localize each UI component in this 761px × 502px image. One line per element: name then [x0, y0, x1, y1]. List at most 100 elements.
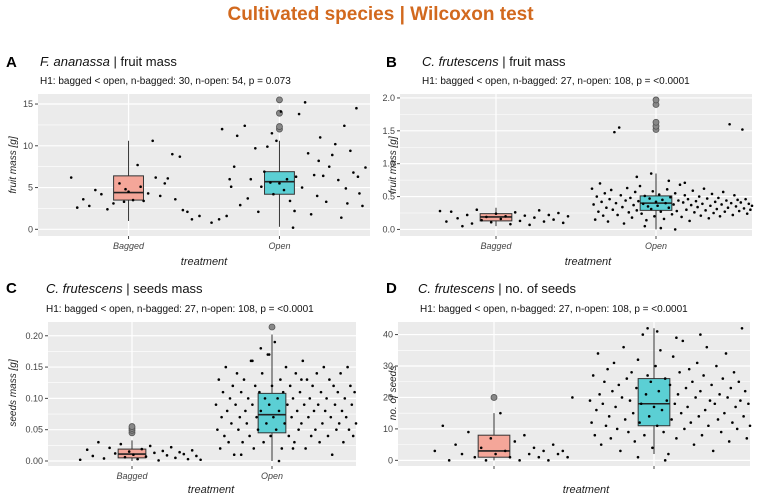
data-point: [210, 221, 213, 224]
data-point: [272, 415, 275, 419]
data-point: [102, 457, 106, 460]
box-outlier: [268, 323, 276, 331]
data-point: [347, 428, 351, 431]
panel-title-measure: | fruit mass: [499, 54, 566, 69]
data-point: [661, 198, 664, 202]
data-point: [697, 195, 701, 198]
data-point: [607, 415, 611, 418]
data-point: [657, 193, 661, 196]
data-point: [688, 219, 691, 223]
data-point: [707, 424, 710, 428]
data-point: [603, 380, 606, 384]
data-point: [91, 454, 95, 458]
data-point: [734, 205, 738, 208]
data-point: [279, 378, 282, 381]
data-point: [280, 447, 284, 450]
data-point: [297, 112, 301, 116]
data-point: [270, 384, 274, 388]
data-point: [151, 139, 154, 143]
panel-title-measure: | fruit mass: [110, 54, 177, 69]
data-point: [465, 213, 469, 217]
data-point: [220, 415, 223, 419]
data-point: [639, 402, 643, 406]
y-tick-label: 0.0: [382, 224, 395, 234]
panel-label: C: [6, 280, 17, 297]
data-point: [662, 217, 666, 221]
data-point: [195, 454, 198, 458]
data-point: [190, 449, 194, 452]
data-point: [166, 177, 170, 180]
data-point: [643, 194, 647, 198]
data-point: [646, 374, 649, 377]
panel-title: C. frutescens | no. of seeds: [418, 281, 577, 296]
data-point: [636, 358, 640, 362]
data-point: [643, 433, 646, 437]
data-point: [300, 186, 304, 189]
data-point: [625, 186, 629, 190]
data-point: [267, 403, 271, 406]
box-iqr-bagged: [477, 434, 511, 458]
panel-title: F. ananassa | fruit mass: [40, 54, 177, 69]
data-point: [678, 371, 681, 374]
data-point: [494, 452, 497, 456]
data-point: [632, 203, 635, 207]
data-point: [556, 452, 560, 456]
data-point: [356, 175, 360, 178]
data-point: [641, 333, 645, 336]
panel-title-species: F. ananassa: [40, 54, 110, 69]
data-point: [667, 179, 671, 183]
data-point: [665, 399, 669, 402]
box-iqr-bagged: [113, 175, 144, 201]
data-point: [343, 397, 347, 400]
data-point: [327, 165, 331, 168]
data-point: [654, 200, 658, 204]
data-point: [319, 390, 323, 394]
box-outlier: [652, 118, 660, 126]
data-point: [259, 409, 263, 413]
data-point: [523, 433, 526, 437]
data-point: [503, 449, 507, 453]
data-point: [217, 378, 221, 381]
x-axis-title: treatment: [563, 484, 610, 496]
data-point: [346, 202, 349, 205]
data-point: [547, 213, 551, 217]
data-point: [710, 383, 713, 387]
data-point: [266, 145, 269, 148]
data-point: [689, 421, 693, 424]
data-point: [649, 172, 653, 175]
data-point: [598, 182, 602, 185]
data-point: [588, 399, 592, 402]
data-point: [294, 372, 298, 375]
data-point: [681, 201, 685, 204]
data-point: [724, 352, 728, 355]
data-point: [677, 199, 680, 202]
data-point: [127, 450, 131, 453]
data-point: [532, 446, 536, 450]
data-point: [479, 446, 483, 450]
data-point: [447, 459, 451, 462]
data-point: [742, 207, 746, 210]
data-point: [75, 206, 79, 209]
data-point: [662, 430, 665, 434]
data-point: [231, 384, 235, 388]
data-point: [254, 146, 257, 150]
data-point: [551, 443, 555, 446]
data-point: [467, 430, 470, 434]
data-point: [263, 170, 266, 173]
data-point: [705, 197, 709, 200]
data-point: [253, 384, 257, 388]
data-point: [636, 455, 640, 459]
data-point: [251, 359, 254, 363]
data-point: [740, 326, 744, 330]
data-point: [700, 433, 704, 437]
panel-label: B: [386, 54, 397, 71]
data-point: [659, 226, 663, 230]
data-point: [615, 427, 619, 431]
data-point: [739, 399, 742, 402]
data-point: [353, 390, 356, 394]
data-point: [703, 408, 707, 412]
data-point: [237, 428, 240, 431]
data-point: [85, 448, 89, 452]
data-point: [174, 197, 177, 201]
data-point: [601, 402, 605, 406]
